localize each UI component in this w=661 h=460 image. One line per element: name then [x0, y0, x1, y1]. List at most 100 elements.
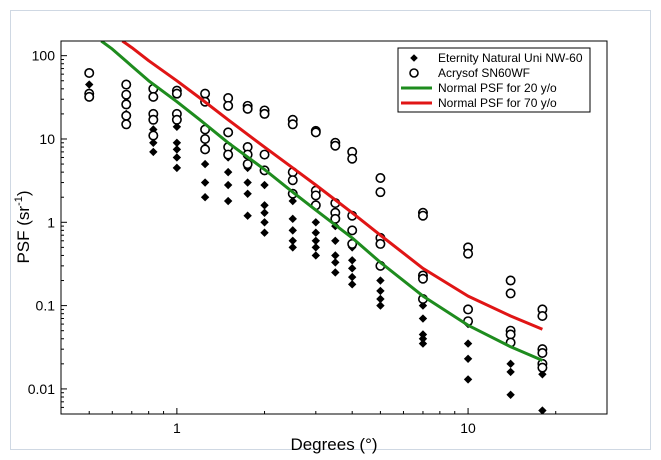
acrysof-data-point [223, 100, 234, 111]
eternity-data-point [311, 218, 321, 227]
eternity-data-point [223, 180, 233, 190]
eternity-data-point [347, 280, 357, 289]
plot-area [60, 40, 608, 415]
acrysof-data-point [310, 127, 321, 138]
legend-box [397, 47, 591, 113]
acrysof-data-point [242, 103, 253, 114]
y-axis-title-main: PSF (sr [14, 206, 33, 264]
eternity-data-point [172, 138, 182, 147]
eternity-data-point [288, 226, 297, 235]
legend-psf-70-label: Normal PSF for 70 y/o [438, 96, 557, 110]
legend-acrysof-label: Acrysof SN60WF [438, 66, 530, 80]
eternity-data-point [311, 228, 321, 237]
eternity-data-point [260, 228, 269, 237]
eternity-data-point [463, 339, 473, 348]
acrysof-data-point [148, 91, 159, 102]
acrysof-data-point [259, 108, 270, 119]
acrysof-data-point [537, 311, 548, 322]
eternity-data-point [85, 80, 94, 89]
acrysof-data-point [148, 130, 159, 141]
acrysof-data-point [121, 89, 132, 100]
eternity-data-point [200, 178, 210, 187]
eternity-data-point [172, 153, 182, 162]
axes: 1 10 0.01 0.1 1 10 100 [28, 48, 608, 436]
eternity-data-point [172, 163, 182, 173]
x-tick-label: 1 [173, 420, 181, 436]
legend-acrysof-marker [409, 68, 419, 78]
eternity-data-point [260, 208, 269, 218]
acrysof-data-point [121, 110, 132, 121]
eternity-data-point [223, 167, 233, 177]
acrysof-data-point [347, 153, 358, 164]
eternity-data-point [331, 251, 340, 260]
eternity-data-point [538, 406, 547, 414]
x-tick-label: 10 [460, 420, 476, 436]
eternity-data-point [311, 251, 321, 260]
acrysof-data-point [84, 91, 95, 102]
eternity-data-point [223, 196, 233, 206]
eternity-data-point [506, 390, 515, 400]
legend-eternity-label: Eternity Natural Uni NW-60 [438, 51, 583, 65]
acrysof-data-point [259, 149, 270, 160]
eternity-data-point [506, 367, 515, 377]
eternity-data-point [200, 159, 210, 169]
acrysof-data-point [537, 362, 548, 373]
acrysof-data-point [330, 213, 341, 224]
acrysof-data-point [347, 225, 358, 236]
acrysof-data-point [330, 140, 341, 151]
acrysof-data-point [505, 275, 516, 286]
x-axis-title: Degrees (°) [290, 435, 377, 454]
eternity-data-point [376, 276, 385, 285]
acrysof-data-point [375, 173, 386, 184]
acrysof-data-point [223, 127, 234, 138]
acrysof-data-point [242, 159, 253, 170]
eternity-data-point [260, 218, 269, 227]
y-axis-title-superscript: -1 [13, 196, 25, 206]
acrysof-data-point [417, 273, 428, 284]
y-tick-label: 100 [32, 48, 56, 64]
acrysof-data-point [375, 187, 386, 198]
y-tick-label: 1 [47, 214, 55, 230]
eternity-data-point [418, 339, 428, 348]
acrysof-data-point [121, 79, 132, 90]
acrysof-data-point [463, 304, 474, 315]
y-axis-title: PSF (sr-1) [13, 190, 33, 263]
eternity-data-point [347, 264, 357, 273]
eternity-data-point [347, 272, 357, 282]
eternity-data-point [260, 180, 269, 190]
acrysof-data-point [505, 329, 516, 340]
y-tick-label: 0.1 [36, 298, 56, 314]
psf-70-line [121, 41, 543, 331]
acrysof-data-point [200, 144, 211, 155]
eternity-data-point [243, 189, 252, 198]
psf-20-line [100, 41, 543, 362]
acrysof-data-point [505, 288, 516, 299]
eternity-data-point [172, 122, 182, 132]
y-tick-label: 10 [39, 131, 55, 147]
acrysof-data-point [223, 149, 234, 160]
eternity-data-point [288, 214, 297, 224]
eternity-data-point [347, 256, 357, 265]
eternity-data-point [418, 330, 428, 339]
eternity-data-point [288, 243, 297, 252]
acrysof-data-point [148, 114, 159, 125]
eternity-data-point [288, 196, 297, 206]
eternity-data-point [260, 201, 269, 210]
acrysof-data-point [84, 67, 95, 78]
acrysof-data-point [121, 99, 132, 110]
y-axis-title-close: ) [14, 190, 33, 196]
eternity-data-point [243, 178, 252, 187]
eternity-data-point [149, 147, 158, 157]
acrysof-data-point [375, 238, 386, 249]
acrysof-data-point [171, 114, 182, 125]
legend-psf-20-label: Normal PSF for 20 y/o [438, 81, 557, 95]
acrysof-data-point [200, 88, 211, 99]
eternity-data-point [376, 301, 385, 310]
acrysof-data-point [417, 210, 428, 221]
eternity-data-point [311, 243, 321, 252]
eternity-data-point [149, 138, 158, 147]
eternity-data-point [331, 258, 340, 267]
eternity-data-point [200, 193, 210, 202]
eternity-data-point [463, 375, 473, 384]
